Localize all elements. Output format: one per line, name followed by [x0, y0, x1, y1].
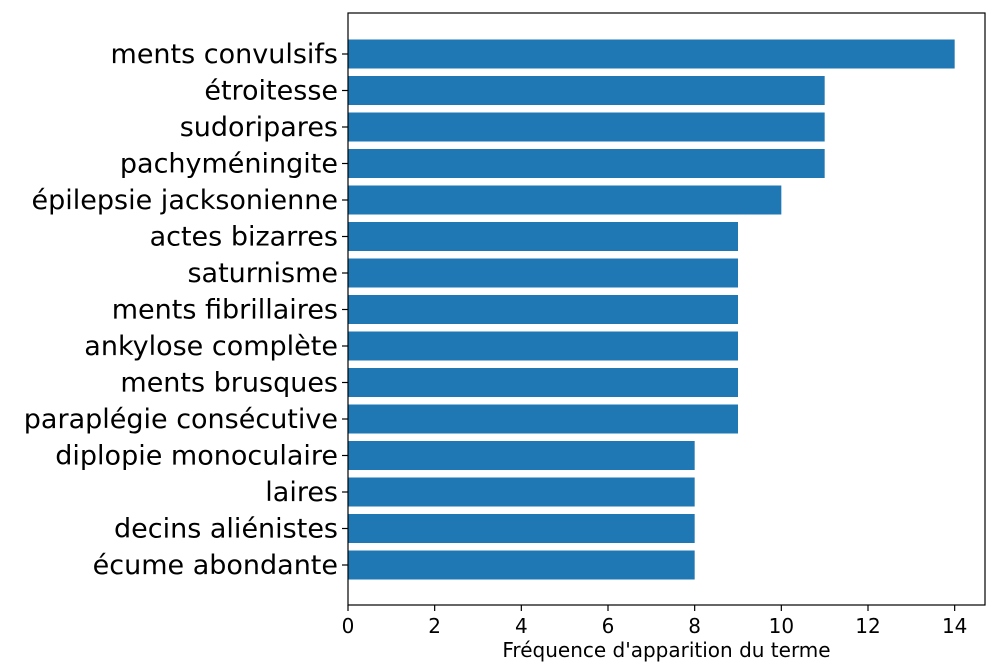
x-tick-label-2: 4 [515, 614, 528, 638]
bar-7 [348, 295, 738, 324]
bar-1 [348, 76, 825, 105]
x-ticks: 0 2 4 6 8 10 12 14 [342, 605, 967, 638]
category-label-9: ments brusques [120, 368, 338, 399]
bar-13 [348, 514, 695, 543]
x-tick-label-3: 6 [602, 614, 615, 638]
bar-9 [348, 368, 738, 397]
bar-11 [348, 441, 695, 470]
y-ticks [342, 53, 348, 566]
x-tick-label-4: 8 [688, 614, 701, 638]
bars-layer [348, 39, 955, 580]
x-tick-label-6: 12 [855, 614, 880, 638]
bar-12 [348, 477, 695, 507]
bar-5 [348, 222, 738, 251]
category-label-10: paraplégie consécutive [24, 404, 338, 435]
category-label-14: écume abondante [93, 550, 338, 581]
category-label-3: pachyméningite [120, 149, 338, 180]
bar-14 [348, 550, 695, 580]
bar-4 [348, 185, 782, 215]
bar-0 [348, 39, 955, 69]
bar-2 [348, 112, 825, 142]
x-tick-label-1: 2 [428, 614, 441, 638]
category-label-2: sudoripares [180, 112, 338, 143]
x-tick-label-0: 0 [342, 614, 355, 638]
category-label-0: ments convulsifs [111, 39, 338, 70]
bar-8 [348, 331, 738, 361]
category-label-5: actes bizarres [150, 222, 338, 253]
x-tick-label-7: 14 [942, 614, 967, 638]
category-label-8: ankylose complète [84, 331, 338, 362]
x-axis-title: Fréquence d'apparition du terme [502, 638, 830, 662]
x-tick-label-5: 10 [769, 614, 794, 638]
category-label-11: diplopie monoculaire [55, 441, 338, 472]
category-label-7: ments fibrillaires [112, 295, 338, 326]
category-label-12: laires [265, 477, 338, 508]
bar-3 [348, 149, 825, 178]
plot-frame [347, 12, 986, 606]
category-labels: ments convulsifs étroitesse sudoripares pac… [24, 39, 338, 581]
bar-6 [348, 258, 738, 288]
bar-10 [348, 404, 738, 434]
category-label-4: épilepsie jacksonienne [32, 185, 338, 216]
category-label-13: decins aliénistes [114, 514, 338, 545]
category-label-1: étroitesse [204, 76, 338, 107]
category-label-6: saturnisme [187, 258, 338, 289]
